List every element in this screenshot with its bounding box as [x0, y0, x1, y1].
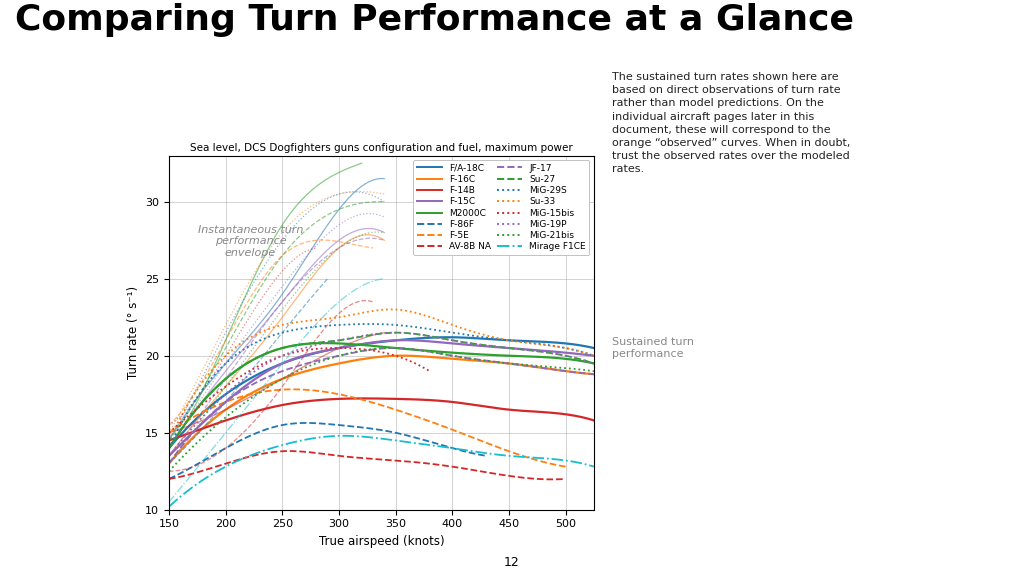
Legend: F/A-18C, F-16C, F-14B, F-15C, M2000C, F-86F, F-5E, AV-8B NA, JF-17, Su-27, MiG-2: F/A-18C, F-16C, F-14B, F-15C, M2000C, F-…	[413, 160, 590, 255]
Text: Sustained turn
performance: Sustained turn performance	[612, 337, 694, 358]
Y-axis label: Turn rate (° s⁻¹): Turn rate (° s⁻¹)	[127, 286, 139, 379]
Text: The sustained turn rates shown here are
based on direct observations of turn rat: The sustained turn rates shown here are …	[612, 72, 851, 175]
X-axis label: True airspeed (knots): True airspeed (knots)	[318, 535, 444, 548]
Text: Comparing Turn Performance at a Glance: Comparing Turn Performance at a Glance	[15, 3, 854, 37]
Text: Instantaneous turn
performance
envelope: Instantaneous turn performance envelope	[198, 225, 303, 258]
Title: Sea level, DCS Dogfighters guns configuration and fuel, maximum power: Sea level, DCS Dogfighters guns configur…	[190, 143, 572, 153]
Text: 12: 12	[504, 556, 520, 569]
